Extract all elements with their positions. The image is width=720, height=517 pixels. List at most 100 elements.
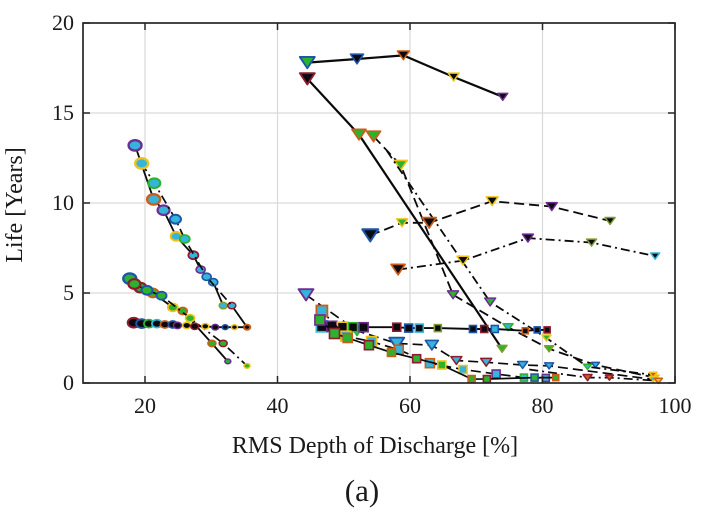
data-point-square xyxy=(358,321,369,333)
axes: 20 40 60 80 100 0 5 10 15 20 xyxy=(52,10,692,418)
series-line xyxy=(305,294,654,381)
data-point-square xyxy=(479,324,489,334)
data-point-triangle xyxy=(543,345,555,353)
data-point-square xyxy=(530,373,539,382)
x-tick-label: 20 xyxy=(134,393,156,418)
data-point-triangle xyxy=(349,53,365,65)
data-point-circle xyxy=(181,321,192,330)
data-point-circle xyxy=(156,204,171,217)
data-point-triangle xyxy=(479,357,493,367)
series-sq-flat-solid xyxy=(315,319,551,335)
series-circles-descending-dashdot xyxy=(134,157,233,307)
data-point-triangle xyxy=(447,72,460,82)
data-point-triangle xyxy=(393,159,409,171)
data-point-triangle xyxy=(446,290,460,300)
series-line xyxy=(134,145,248,328)
data-point-circle xyxy=(184,313,196,323)
data-point-square xyxy=(411,353,422,364)
data-point-circle xyxy=(207,277,219,287)
data-point-circle xyxy=(189,322,200,331)
series-sq-desc-solid xyxy=(314,314,560,384)
data-point-circle xyxy=(201,322,210,330)
data-point-square xyxy=(342,332,354,344)
data-point-circle xyxy=(134,157,150,170)
data-point-square xyxy=(468,324,478,334)
data-point-square xyxy=(363,339,375,351)
data-point-square xyxy=(458,364,468,375)
data-point-triangle xyxy=(648,371,658,379)
data-point-triangle xyxy=(653,377,664,385)
data-point-circle xyxy=(243,324,251,331)
data-point-triangle xyxy=(543,362,555,370)
data-point-triangle xyxy=(351,128,367,141)
data-point-circle xyxy=(127,278,142,290)
data-point-circle xyxy=(172,321,183,330)
data-point-triangle xyxy=(604,374,615,381)
series-tri-arc-dashed xyxy=(361,196,616,243)
data-point-triangle xyxy=(516,360,529,370)
data-point-circle xyxy=(224,358,232,365)
data-point-circle xyxy=(218,301,228,310)
data-point-triangle xyxy=(502,322,514,332)
series-line xyxy=(306,78,504,350)
data-point-triangle xyxy=(582,373,593,382)
data-point-circle xyxy=(218,339,228,348)
series-circles-green-dashdot xyxy=(127,278,251,370)
data-point-circle xyxy=(166,302,179,313)
y-tick-label: 5 xyxy=(63,280,74,305)
series-tri-top-solid xyxy=(298,50,509,102)
data-point-square xyxy=(314,314,326,326)
data-point-triangle xyxy=(456,255,470,266)
data-point-square xyxy=(543,326,551,334)
data-point-circle xyxy=(145,193,162,206)
x-tick-label: 60 xyxy=(399,393,421,418)
data-point-circle xyxy=(168,213,182,225)
data-point-triangle xyxy=(395,218,409,228)
data-point-triangle xyxy=(497,92,509,102)
gridlines xyxy=(83,23,675,383)
data-point-triangle xyxy=(297,288,315,302)
data-point-triangle xyxy=(298,56,316,70)
data-point-square xyxy=(403,323,414,333)
series-tri-arc-dashdot xyxy=(390,233,661,276)
data-point-circle xyxy=(177,306,189,316)
x-tick-label: 80 xyxy=(532,393,554,418)
data-point-triangle xyxy=(421,216,438,229)
data-point-circle xyxy=(210,323,220,331)
data-point-triangle xyxy=(396,50,411,61)
data-point-square xyxy=(347,321,359,333)
data-point-circle xyxy=(178,234,191,244)
data-point-triangle xyxy=(590,361,601,369)
data-point-circle xyxy=(127,139,143,152)
y-tick-label: 10 xyxy=(52,190,74,215)
data-point-triangle xyxy=(483,297,497,307)
y-tick-label: 15 xyxy=(52,100,74,125)
data-point-circle xyxy=(155,290,168,301)
data-point-triangle xyxy=(582,363,593,371)
data-point-square xyxy=(521,326,530,335)
data-point-square xyxy=(328,327,341,340)
series-line xyxy=(369,200,611,237)
data-point-square xyxy=(491,369,501,379)
data-point-circle xyxy=(140,284,154,296)
data-point-triangle xyxy=(424,339,440,351)
data-point-square xyxy=(386,347,397,358)
data-point-square xyxy=(490,324,500,334)
data-point-triangle xyxy=(361,228,380,243)
series-tri-steep-dashdot xyxy=(386,150,658,379)
series-tri-bottom-dashdot xyxy=(529,368,664,385)
data-point-triangle xyxy=(545,201,559,212)
y-tick-label: 0 xyxy=(63,370,74,395)
data-point-triangle xyxy=(541,334,552,342)
data-point-triangle xyxy=(496,344,508,354)
data-point-square xyxy=(482,374,492,384)
data-point-triangle xyxy=(365,130,382,143)
data-point-triangle xyxy=(585,238,598,247)
series-line xyxy=(372,135,656,379)
data-point-circle xyxy=(201,272,212,282)
data-point-square xyxy=(533,326,542,334)
data-point-triangle xyxy=(450,355,463,366)
data-point-triangle xyxy=(298,72,316,86)
